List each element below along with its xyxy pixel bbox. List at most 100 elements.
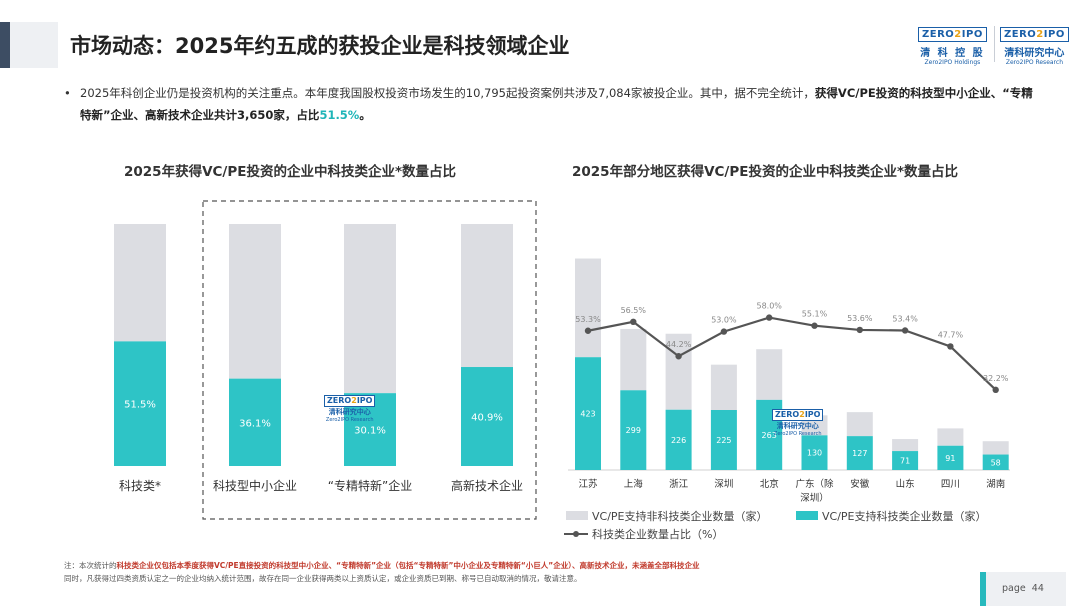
zero2ipo-research-logo: ZERO2IPO 清科研究中心 Zero2IPO Research [1000, 22, 1069, 66]
legend-label-tech: VC/PE支持科技类企业数量（家） [822, 509, 987, 523]
share-value-label: 53.0% [711, 316, 737, 325]
bar-value-label: 51.5% [124, 400, 156, 411]
share-point [811, 322, 818, 329]
share-value-label: 55.1% [802, 310, 828, 319]
legend-label-share: 科技类企业数量占比（%） [592, 527, 723, 541]
category-label: 深圳 [714, 479, 733, 490]
right-chart-title: 2025年部分地区获得VC/PE投资的企业中科技类企业*数量占比 [572, 164, 959, 180]
page-number: page 44 [1002, 583, 1044, 594]
category-label: 广东（除深圳） [795, 478, 834, 504]
left-chart: 51.5% 科技类* 36.1% 科技型中小企业 30.1% “专精特新”企业 40.9% 高… [114, 200, 537, 520]
share-point [856, 326, 863, 334]
bar-tech-share [114, 341, 166, 466]
bar-value-label: 58 [991, 458, 1001, 467]
bar-tech [982, 454, 1009, 470]
bar-non-tech [892, 439, 919, 452]
share-point [766, 314, 773, 321]
bar-tech-share [461, 367, 513, 466]
share-point [675, 353, 682, 360]
bullet-dot: • [64, 86, 71, 100]
category-label: 北京 [760, 478, 779, 490]
share-value-label: 32.2% [983, 374, 1009, 383]
share-point [901, 327, 909, 334]
bar-non-tech [846, 412, 873, 437]
bar-remainder [229, 224, 281, 379]
bar-value-label: 40.9% [471, 413, 503, 424]
right-chart: 423 江苏 299 上海 226 浙江 225 深圳 263 北京 130 广东（除深圳） 127 安徽… [564, 258, 1010, 541]
share-value-label: 44.2% [666, 340, 692, 349]
bullet-text: 2025年科创企业仍是投资机构的关注重点。本年度我国股权投资市场发生的10,79… [80, 86, 815, 100]
page-title: 市场动态：2025年约五成的获投企业是科技领域企业 [70, 34, 570, 58]
bar-non-tech [620, 328, 647, 391]
bullet-highlight-value: 51.5% [319, 108, 360, 122]
legend-marker-share [573, 531, 579, 537]
category-label: 高新技术企业 [451, 478, 523, 493]
category-label: 上海 [624, 478, 644, 490]
bar-value-label: 225 [716, 436, 731, 445]
bar-non-tech [575, 258, 601, 358]
share-point [947, 343, 954, 350]
watermark-logo-right: ZERO2IPO 清科研究中心 Zero2IPO Research [772, 409, 824, 437]
logo-divider [994, 26, 995, 62]
legend-swatch-non-tech [566, 511, 588, 520]
share-point [992, 386, 999, 394]
bar-value-label: 36.1% [239, 418, 271, 429]
watermark-logo-left: ZERO2IPO 清科研究中心 Zero2IPO Research [324, 395, 376, 423]
bar-remainder [461, 224, 513, 368]
left-chart-title: 2025年获得VC/PE投资的企业中科技类企业*数量占比 [124, 164, 457, 180]
bar-value-label: 263 [762, 431, 777, 440]
category-label: 江苏 [578, 478, 598, 490]
footnote-line-1: 注：本次统计的科技类企业仅包括本季度获得VC/PE直接投资的科技型中小企业、“专… [64, 561, 700, 570]
share-point [720, 328, 728, 335]
category-label: 湖南 [986, 478, 1005, 490]
share-line [587, 316, 997, 391]
share-value-label: 58.0% [756, 302, 782, 311]
bar-non-tech [756, 349, 783, 400]
bar-remainder [114, 224, 166, 342]
bar-tech [846, 436, 873, 470]
category-label: 山东 [896, 478, 915, 490]
header-accent-bar [0, 22, 10, 68]
legend-swatch-tech [796, 511, 818, 520]
bar-value-label: 299 [626, 426, 641, 435]
legend-label-non-tech: VC/PE支持非科技类企业数量（家） [592, 509, 768, 523]
category-label: 浙江 [669, 478, 689, 490]
header-accent-block [10, 22, 58, 68]
bar-remainder [344, 224, 396, 394]
bar-value-label: 423 [580, 410, 595, 419]
bar-value-label: 91 [945, 454, 955, 463]
bar-tech [665, 409, 692, 470]
zero2ipo-holdings-logo: ZERO2IPO 清 科 控 股 Zero2IPO Holdings [918, 22, 987, 66]
bar-tech-share [229, 378, 281, 466]
share-point [630, 318, 637, 325]
bar-value-label: 130 [807, 449, 822, 458]
bar-tech [575, 357, 601, 470]
share-value-label: 53.6% [847, 314, 873, 323]
share-point [584, 327, 592, 334]
bar-non-tech [982, 441, 1009, 455]
bar-value-label: 226 [671, 436, 686, 445]
bar-tech [937, 445, 964, 470]
share-value-label: 56.5% [621, 306, 647, 315]
share-value-label: 47.7% [938, 330, 964, 339]
page-number-box [980, 572, 1066, 606]
bar-value-label: 30.1% [354, 426, 386, 437]
footnote-line-2: 同时，凡获得过四类资质认定之一的企业均纳入统计范围，故存在同一企业获得两类以上资… [64, 574, 582, 583]
bullet-end: 。 [359, 108, 371, 122]
bar-tech [710, 410, 737, 470]
bar-non-tech [937, 428, 964, 446]
bullet-bold-text: 获得VC/PE投资的科技型中小企业、“专精特新”企业、高新技术企业共计3,650… [80, 86, 1033, 122]
highlight-group-box [202, 200, 537, 520]
bar-non-tech [710, 364, 737, 410]
share-value-label: 53.4% [892, 314, 918, 323]
category-label: 科技类* [119, 479, 161, 493]
category-label: “专精特新”企业 [328, 478, 412, 493]
bar-tech [801, 435, 828, 470]
bar-value-label: 71 [900, 457, 910, 466]
category-label: 四川 [941, 479, 960, 490]
summary-bullet: • 2025年科创企业仍是投资机构的关注重点。本年度我国股权投资市场发生的10,… [64, 82, 1034, 126]
bar-non-tech [665, 333, 692, 410]
share-value-label: 53.3% [575, 315, 601, 324]
category-label: 安徽 [850, 478, 870, 490]
